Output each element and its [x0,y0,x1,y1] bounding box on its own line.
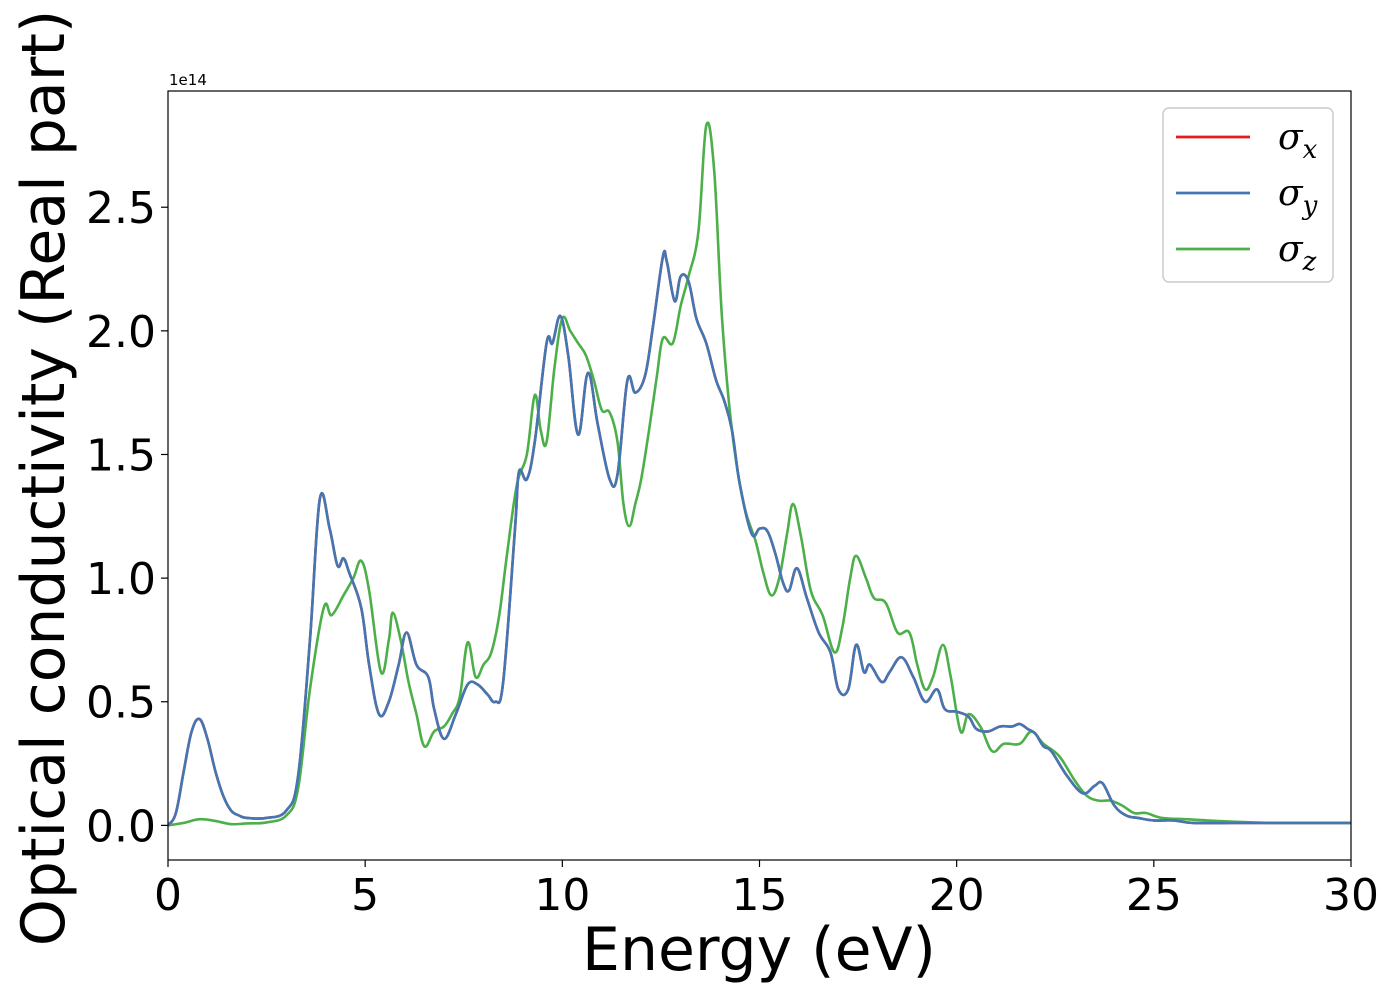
x-tick-label: 25 [1126,870,1182,921]
y-tick-label: 2.0 [86,307,156,358]
axes: 0 5 10 15 20 25 30 0.0 0.5 1.0 1.5 2.0 2.5 [86,90,1379,921]
x-tick-label: 30 [1323,870,1379,921]
legend-label-x: σx [1278,117,1318,165]
plot-area [168,121,1351,827]
y-tick-label: 0.0 [86,801,156,852]
x-tick-label: 15 [732,870,788,921]
y-tick-label: 1.0 [86,554,156,605]
x-tick-label: 10 [534,870,590,921]
series-line-z [168,121,1351,827]
legend-label-y: σy [1278,173,1318,221]
series-line-y [168,249,1351,827]
y-tick-label: 1.5 [86,430,156,481]
legend-box [1162,107,1334,283]
y-tick-label: 0.5 [86,678,156,729]
y-offset-label: 1e14 [169,71,207,89]
x-axis-title: Energy (eV) [582,915,936,985]
x-tick-label: 20 [929,870,985,921]
legend: σx σy σz [1162,107,1334,283]
y-axis-title: Optical conductivity (Real part) [9,10,79,947]
x-tick-label: 5 [351,870,379,921]
y-tick-label: 2.5 [86,183,156,234]
x-tick-label: 0 [154,870,182,921]
legend-label-z: σz [1278,229,1317,277]
